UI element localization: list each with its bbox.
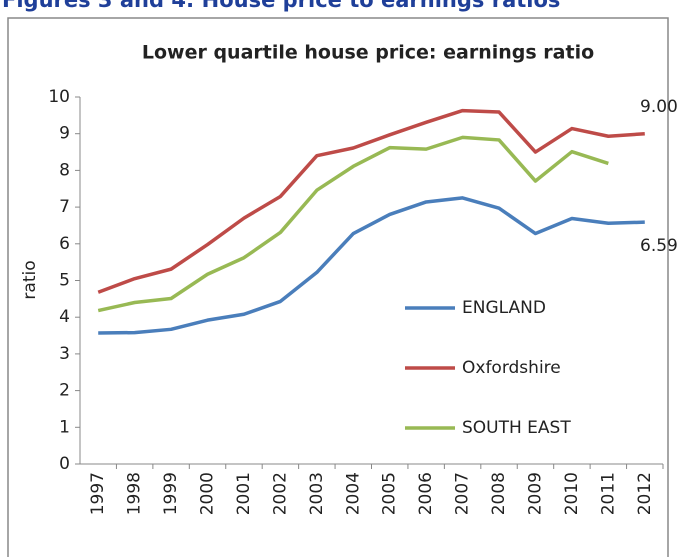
x-tick-label: 2003 (307, 472, 327, 515)
annotation: 9.00 (640, 97, 678, 117)
chart-frame (7, 17, 669, 557)
x-tick-label: 2004 (343, 472, 363, 515)
y-tick-label: 5 (59, 271, 70, 291)
x-tick-label: 2010 (562, 472, 582, 515)
x-tick-label: 2006 (416, 472, 436, 515)
y-tick-label: 3 (59, 344, 70, 364)
y-tick-label: 1 (59, 417, 70, 437)
x-tick-label: 2008 (489, 472, 509, 515)
y-tick-label: 2 (59, 381, 70, 401)
x-tick-label: 2000 (198, 472, 218, 515)
legend-label: Oxfordshire (462, 358, 561, 378)
y-tick-label: 4 (59, 307, 70, 327)
y-axis-label: ratio (20, 260, 40, 299)
y-tick-label: 9 (59, 124, 70, 144)
x-tick-label: 2011 (598, 472, 618, 515)
x-tick-label: 1998 (125, 472, 145, 515)
x-tick-label: 2009 (525, 472, 545, 515)
chart-title: Lower quartile house price: earnings rat… (142, 42, 594, 64)
annotation: 6.59 (640, 236, 678, 256)
x-tick-label: 2012 (635, 472, 655, 515)
y-tick-label: 10 (48, 87, 70, 107)
y-tick-label: 7 (59, 197, 70, 217)
x-tick-label: 2002 (270, 472, 290, 515)
series-line (98, 196, 645, 335)
x-tick-label: 2007 (453, 472, 473, 515)
series-line (97, 108, 645, 294)
legend-label: ENGLAND (462, 298, 546, 318)
x-tick-label: 2005 (380, 472, 400, 515)
y-tick-label: 6 (59, 234, 70, 254)
x-tick-label: 1999 (161, 472, 181, 515)
x-tick-label: 1997 (88, 472, 108, 515)
series-line (97, 135, 609, 313)
y-tick-label: 8 (59, 160, 70, 180)
page-header: Figures 3 and 4: House price to earnings… (2, 0, 560, 12)
x-tick-label: 2001 (234, 472, 254, 515)
y-tick-label: 0 (59, 454, 70, 474)
legend-label: SOUTH EAST (462, 418, 571, 438)
